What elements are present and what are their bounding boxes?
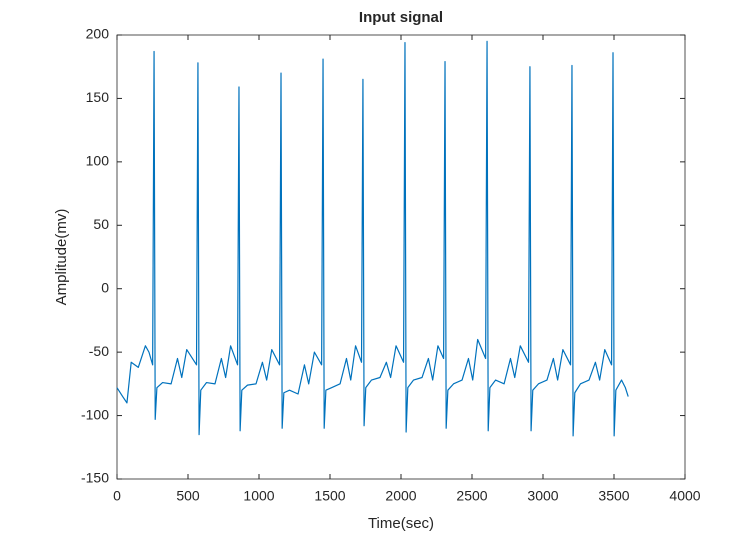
y-tick-label: -50 [89,343,109,359]
chart-title: Input signal [359,9,443,26]
x-tick-label: 2000 [385,488,416,504]
x-tick-label: 500 [176,488,200,504]
x-tick-label: 4000 [669,488,700,504]
y-axis-label: Amplitude(mv) [53,209,70,306]
x-tick-label: 1000 [243,488,274,504]
y-tick-label: 0 [101,279,109,295]
x-tick-label: 0 [113,488,121,504]
y-tick-label: 50 [93,216,109,232]
y-tick-label: 200 [86,26,110,42]
x-tick-label: 3500 [598,488,629,504]
y-tick-label: 150 [86,89,110,105]
x-tick-label: 1500 [314,488,345,504]
plot-area [116,34,686,480]
y-tick-label: -100 [81,406,109,422]
signal-line [116,40,629,437]
x-tick-label: 3000 [527,488,558,504]
x-axis-label: Time(sec) [368,515,434,532]
y-tick-label: -150 [81,470,109,486]
x-tick-label: 2500 [456,488,487,504]
y-tick-label: 100 [86,153,110,169]
